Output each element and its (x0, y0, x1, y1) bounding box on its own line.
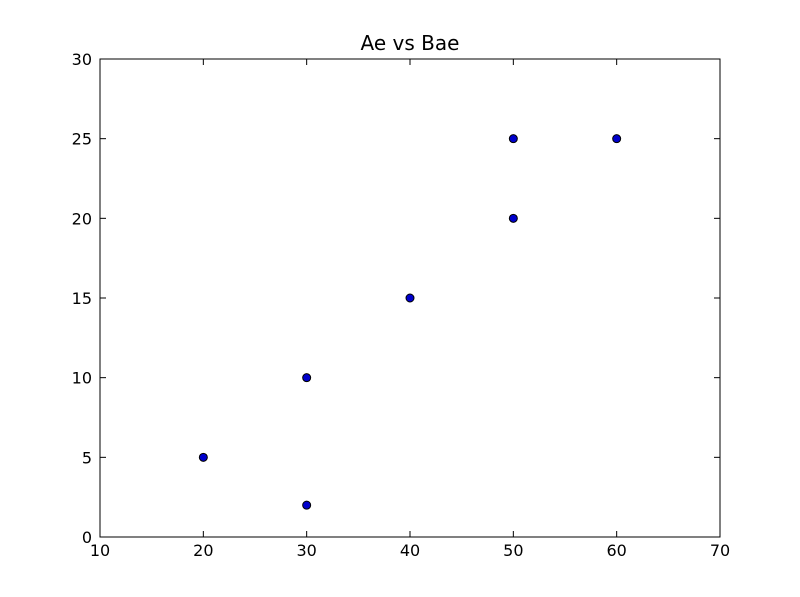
plot-area: 10 20 30 40 50 60 70 0 5 10 15 20 25 30 (72, 50, 731, 560)
y-tick-label: 25 (72, 130, 92, 149)
x-tick-label: 40 (400, 541, 420, 560)
x-tick-label: 50 (503, 541, 523, 560)
y-tick-label: 15 (72, 289, 92, 308)
data-point (508, 213, 518, 223)
chart-title: Ae vs Bae (361, 31, 460, 55)
y-tick-label: 0 (82, 528, 92, 547)
data-point (405, 293, 415, 303)
data-point (198, 452, 208, 462)
y-tick-label: 5 (82, 448, 92, 467)
data-point (302, 500, 312, 510)
x-tick-label: 70 (710, 541, 730, 560)
data-point (612, 134, 622, 144)
data-point (508, 134, 518, 144)
y-tick-label: 10 (72, 369, 92, 388)
y-tick-label: 30 (72, 50, 92, 69)
data-point (302, 373, 312, 383)
x-tick-label: 30 (296, 541, 316, 560)
x-tick-label: 60 (606, 541, 626, 560)
x-tick-label: 10 (90, 541, 110, 560)
x-tick-label: 20 (193, 541, 213, 560)
y-tick-label: 20 (72, 209, 92, 228)
